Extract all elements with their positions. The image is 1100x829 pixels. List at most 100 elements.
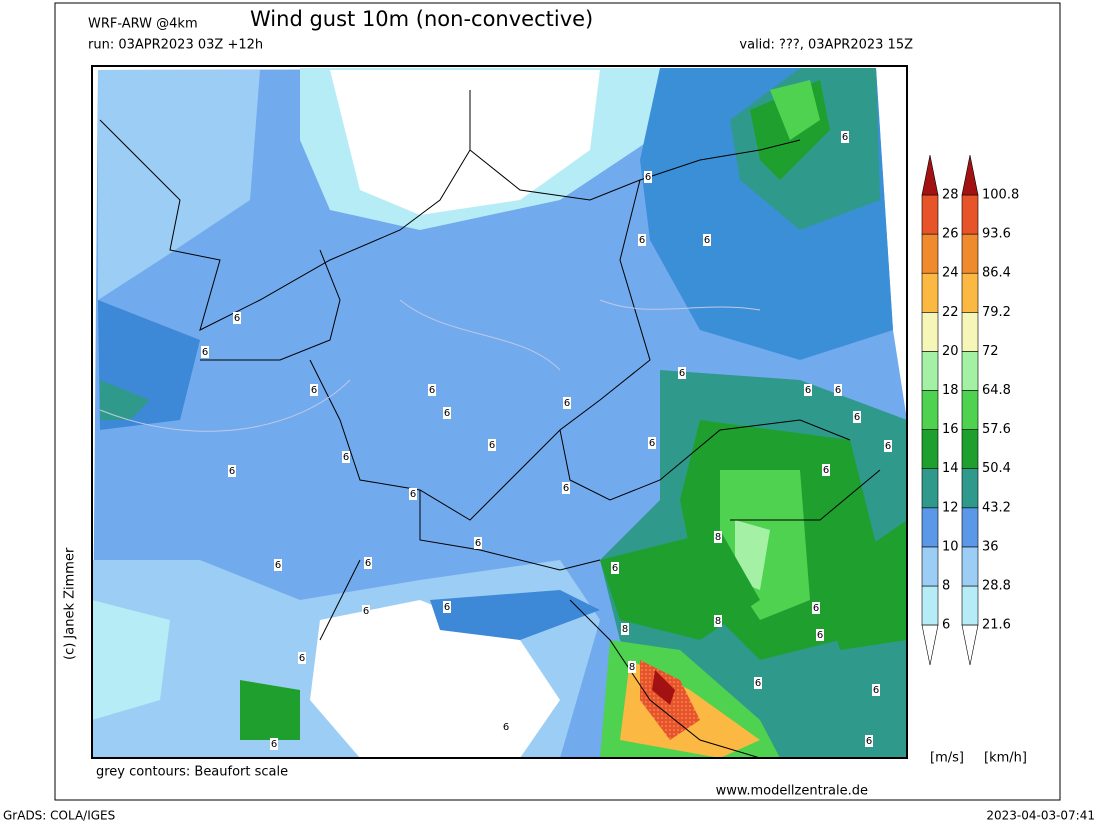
contour-label: 6 — [639, 235, 645, 246]
contour-label: 6 — [805, 385, 811, 396]
contour-label-bg — [310, 384, 318, 396]
model: WRF-ARW @4km — [88, 17, 198, 32]
contour-label-bg — [362, 605, 370, 617]
contour-label: 6 — [363, 606, 369, 617]
contour-label-bg — [703, 234, 711, 246]
colorbar-box — [961, 507, 979, 548]
contour-label: 6 — [299, 653, 305, 664]
colorbar-box — [921, 468, 939, 509]
contour-label: 8 — [629, 662, 635, 673]
contour-label: 6 — [755, 678, 761, 689]
colorbar-box — [961, 233, 979, 274]
colorbar-box — [961, 546, 979, 587]
colorbar-box — [961, 585, 979, 626]
contour-label-bg — [274, 559, 282, 571]
contour-label-bg — [822, 464, 830, 476]
colorbar-label: 18 — [942, 383, 959, 398]
contour-label: 6 — [612, 563, 618, 574]
contour-label: 6 — [842, 132, 848, 143]
contour-label-bg — [853, 411, 861, 423]
colorbar-label: 36 — [982, 539, 999, 554]
colorbar-over — [921, 154, 939, 196]
colorbar-box — [921, 351, 939, 391]
contour-label: 6 — [649, 438, 655, 449]
contour-label: 6 — [873, 685, 879, 696]
colorbar-label: 93.6 — [982, 227, 1011, 242]
contour-label: 6 — [202, 347, 208, 358]
contour-label-bg — [812, 602, 820, 614]
contour-label-bg — [443, 407, 451, 419]
colorbar-box — [921, 311, 939, 352]
title: Wind gust 10m (non-convective) — [250, 7, 593, 31]
colorbar-under — [961, 624, 979, 666]
contour-label-bg — [804, 384, 812, 396]
contour-label-bg — [474, 537, 482, 549]
colorbar-box — [921, 429, 939, 470]
contour-label-bg — [364, 557, 372, 569]
contour-label: 6 — [645, 172, 651, 183]
contour-label: 6 — [503, 722, 509, 733]
colorbar-box — [921, 546, 939, 587]
contour-label: 6 — [343, 452, 349, 463]
contour-label: 6 — [564, 398, 570, 409]
colorbar-box — [921, 507, 939, 548]
contour-label-bg — [342, 451, 350, 463]
colorbar-under — [921, 624, 939, 666]
map-border — [91, 65, 908, 759]
colorbar-label: 57.6 — [982, 422, 1011, 437]
contour-label-bg — [638, 234, 646, 246]
contour-label-bg — [201, 346, 209, 358]
contour-label: 6 — [275, 560, 281, 571]
contour-label-bg — [644, 171, 652, 183]
contour-label-bg — [611, 562, 619, 574]
website: www.modellzentrale.de — [716, 784, 868, 799]
valid: valid: ???, 03APR2023 15Z — [739, 38, 913, 53]
contour-label-bg — [754, 677, 762, 689]
software: GrADS: COLA/IGES — [3, 809, 115, 823]
contour-label: 6 — [679, 368, 685, 379]
unit-kmh: [km/h] — [984, 751, 1027, 766]
contour-label-bg — [563, 397, 571, 409]
contour-label-bg — [872, 684, 880, 696]
contour-label-bg — [714, 615, 722, 627]
contour-label: 6 — [817, 630, 823, 641]
colorbar-label: 22 — [942, 305, 959, 320]
contour-label: 6 — [885, 441, 891, 452]
colorbar-label: 86.4 — [982, 266, 1011, 281]
contour-label: 6 — [854, 412, 860, 423]
contour-label-bg — [714, 531, 722, 543]
contour-label-bg — [628, 661, 636, 673]
contour-label: 6 — [444, 408, 450, 419]
contour-label: 8 — [715, 532, 721, 543]
contour-label-bg — [816, 629, 824, 641]
contour-label-bg — [488, 439, 496, 451]
contour-label: 6 — [444, 602, 450, 613]
unit-ms: [m/s] — [930, 751, 964, 766]
contour-label-bg — [865, 735, 873, 747]
contour-label-bg — [678, 367, 686, 379]
colorbar-over — [961, 154, 979, 196]
contour-label: 6 — [823, 465, 829, 476]
colorbar-box — [961, 429, 979, 470]
colorbar-label: 24 — [942, 266, 959, 281]
colorbar-box — [961, 390, 979, 430]
contour-label: 6 — [704, 235, 710, 246]
colorbar-label: 20 — [942, 344, 959, 359]
contour-label-bg — [228, 465, 236, 477]
contour-label: 6 — [234, 313, 240, 324]
colorbar-label: 28 — [942, 188, 959, 203]
colorbar-box — [961, 351, 979, 391]
contour-label-bg — [409, 488, 417, 500]
contour-label: 6 — [229, 466, 235, 477]
colorbar-label: 14 — [942, 461, 959, 476]
colorbar-label: 100.8 — [982, 188, 1019, 203]
colorbar-box — [961, 194, 979, 235]
colorbar-label: 72 — [982, 344, 999, 359]
contour-label: 6 — [429, 385, 435, 396]
contour-label: 6 — [271, 739, 277, 750]
colorbar-label: 79.2 — [982, 305, 1011, 320]
frame — [54, 2, 1061, 801]
map — [92, 66, 907, 758]
contour-label-bg — [428, 384, 436, 396]
